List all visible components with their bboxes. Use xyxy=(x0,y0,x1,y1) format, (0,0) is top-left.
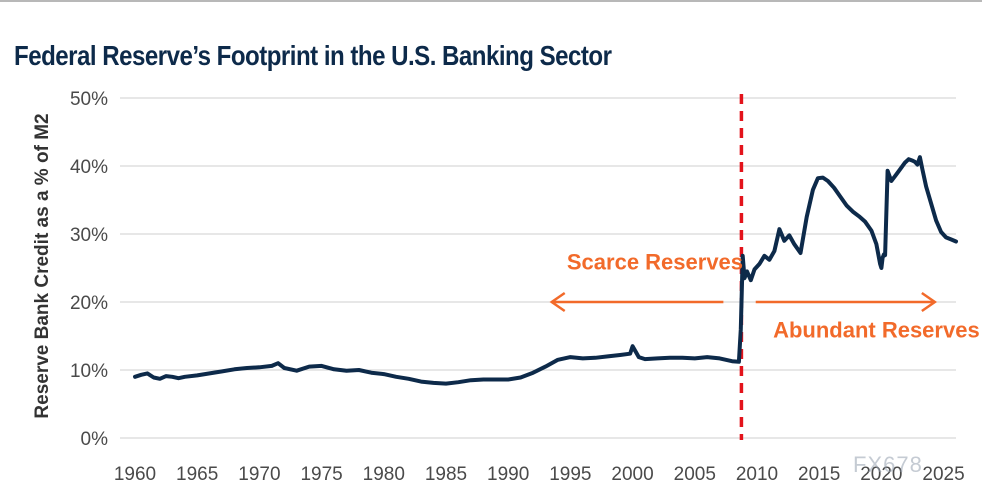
y-tick-label: 20% xyxy=(70,293,108,314)
annotation-label-abundant: Abundant Reserves xyxy=(773,317,980,342)
chart-title: Federal Reserve’s Footprint in the U.S. … xyxy=(14,40,612,71)
x-tick-label: 1995 xyxy=(549,464,591,485)
y-axis-label: Reserve Bank Credit as a % of M2 xyxy=(32,113,53,418)
arrowhead-left xyxy=(549,291,566,313)
x-tick-label: 2025 xyxy=(922,464,964,485)
x-tick-label: 1960 xyxy=(114,464,156,485)
y-tick-label: 30% xyxy=(70,225,108,246)
series-line-reserve-credit xyxy=(133,155,958,386)
y-tick-label: 50% xyxy=(70,89,108,110)
x-axis-ticks: 1960 1965 1970 1975 1980 1985 1990 1995 2000 2005… xyxy=(114,464,965,485)
y-tick-label: 40% xyxy=(70,157,108,178)
top-rule xyxy=(0,0,982,2)
x-tick-label: 2015 xyxy=(798,464,840,485)
x-tick-label: 1965 xyxy=(176,464,218,485)
x-tick-label: 2000 xyxy=(611,464,653,485)
y-axis-ticks: 0% 10% 20% 30% 40% 50% xyxy=(70,89,108,450)
x-tick-label: 1980 xyxy=(363,464,405,485)
x-tick-label: 1985 xyxy=(425,464,467,485)
x-tick-label: 2020 xyxy=(860,464,902,485)
annotations: Scarce Reserves Abundant Reserves xyxy=(549,249,980,342)
gridlines xyxy=(120,97,956,439)
arrowhead-right xyxy=(921,291,938,313)
watermark: FX678 xyxy=(853,452,923,477)
y-tick-label: 10% xyxy=(70,361,108,382)
x-tick-label: 1975 xyxy=(300,464,342,485)
x-tick-label: 2005 xyxy=(674,464,716,485)
x-tick-label: 1990 xyxy=(487,464,529,485)
x-tick-label: 1970 xyxy=(238,464,280,485)
x-tick-label: 2010 xyxy=(736,464,778,485)
y-tick-label: 0% xyxy=(81,429,109,450)
annotation-label-scarce: Scarce Reserves xyxy=(567,249,743,274)
